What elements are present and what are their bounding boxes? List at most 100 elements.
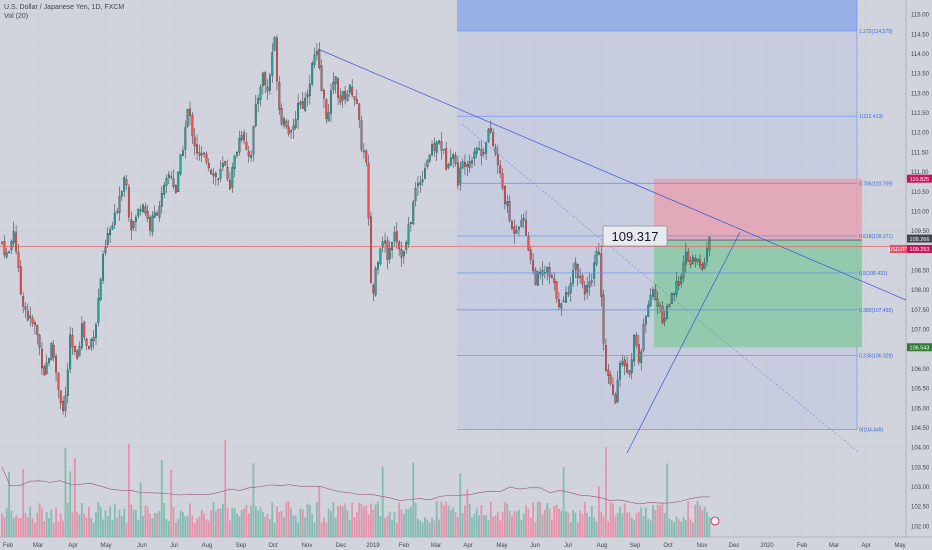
volume-bar (515, 511, 518, 537)
candle-body (362, 150, 365, 153)
volume-bar (546, 502, 549, 537)
price-tick-label: 102.50 (911, 505, 930, 511)
chart-header: U.S. Dollar / Japanese Yen, 1D, FXCM Vol… (4, 3, 124, 21)
candle-body (268, 75, 271, 91)
volume-bar (473, 513, 476, 537)
volume-bar (151, 518, 154, 537)
candle-body (189, 108, 191, 116)
candle-body (518, 226, 520, 230)
candle-body (15, 232, 18, 252)
candle-body (510, 221, 513, 229)
candle-body (226, 167, 229, 180)
time-tick-label: May (894, 543, 905, 549)
volume-bar (182, 512, 184, 537)
candle-body (473, 151, 476, 159)
volume-bar (623, 503, 626, 537)
candle-body (569, 283, 572, 294)
volume-bar (466, 489, 469, 537)
volume-bar (224, 439, 227, 537)
volume-bar (85, 517, 88, 537)
candle-body (644, 316, 647, 325)
fib-level-label: 0.382(107.492) (859, 308, 893, 314)
price-tick-label: 105.50 (911, 387, 930, 393)
candle-body (485, 142, 488, 154)
volume-bar (142, 515, 144, 537)
candle-body (224, 160, 227, 166)
volume-bar (196, 518, 198, 537)
volume-bar (38, 503, 41, 537)
volume-bar (346, 510, 349, 537)
candle-body (116, 210, 119, 213)
volume-bar (66, 502, 69, 537)
candle-body (626, 363, 629, 373)
candle-body (377, 262, 379, 270)
volume-bar (207, 520, 210, 537)
candle-body (50, 343, 53, 361)
candle-body (106, 233, 109, 245)
price-tick-label: 115.00 (911, 13, 930, 19)
volume-bar (614, 516, 617, 537)
volume-bar (442, 505, 445, 537)
candle-body (687, 251, 690, 262)
candle-body (31, 317, 34, 324)
volume-bar (102, 519, 104, 537)
volume-bar (536, 501, 539, 537)
volume-bar (17, 517, 20, 537)
volume-bar (259, 507, 262, 537)
volume-bar (116, 517, 119, 537)
volume-bar (541, 514, 544, 537)
volume-bar (130, 504, 133, 537)
volume-bar (233, 508, 236, 537)
volume-bar (327, 508, 330, 537)
candle-body (421, 179, 424, 183)
fib-level-label: 1(112.413) (859, 114, 883, 120)
candle-body (19, 266, 22, 295)
candle-body (252, 126, 255, 155)
volume-bar (153, 513, 156, 537)
volume-bar (590, 505, 593, 537)
fib-level-label: 0.618(109.371) (859, 234, 893, 240)
volume-bar (560, 510, 563, 537)
volume-bar (520, 520, 523, 537)
candle-body (532, 260, 535, 272)
volume-bar (628, 512, 631, 537)
price-tag (907, 343, 932, 352)
time-tick-label: 2019 (366, 543, 380, 549)
volume-bar (567, 512, 570, 537)
candle-body (69, 334, 72, 370)
volume-bar (334, 517, 337, 537)
candle-body (374, 268, 377, 296)
volume-bar (485, 515, 487, 537)
volume-bar (459, 473, 462, 537)
fib-level-label: 0.786(110.709) (859, 181, 893, 187)
volume-bar (569, 522, 572, 537)
candle-body (623, 359, 626, 367)
volume-bar (271, 502, 274, 537)
candle-body (560, 303, 563, 309)
candle-body (360, 120, 363, 150)
candle-body (555, 281, 558, 299)
volume-bar (120, 516, 123, 537)
volume-bar (48, 517, 50, 537)
volume-bar (45, 512, 48, 537)
volume-bar (139, 482, 142, 537)
price-tag-label: 106.543 (910, 345, 930, 351)
candle-body (706, 248, 708, 262)
volume-bar (555, 504, 558, 537)
candle-body (550, 275, 553, 279)
price-tick-label: 105.00 (911, 406, 930, 412)
volume-bar (696, 501, 699, 537)
volume-bar (34, 522, 36, 537)
candle-body (273, 37, 276, 51)
candle-body (85, 338, 88, 346)
volume-bar (410, 506, 412, 537)
candle-body (52, 344, 55, 358)
candle-body (480, 148, 483, 156)
volume-bar (193, 522, 196, 537)
candle-body (431, 143, 434, 155)
volume-bar (649, 520, 652, 537)
candle-body (200, 153, 203, 156)
volume-bar (428, 522, 431, 537)
candle-body (677, 281, 680, 286)
